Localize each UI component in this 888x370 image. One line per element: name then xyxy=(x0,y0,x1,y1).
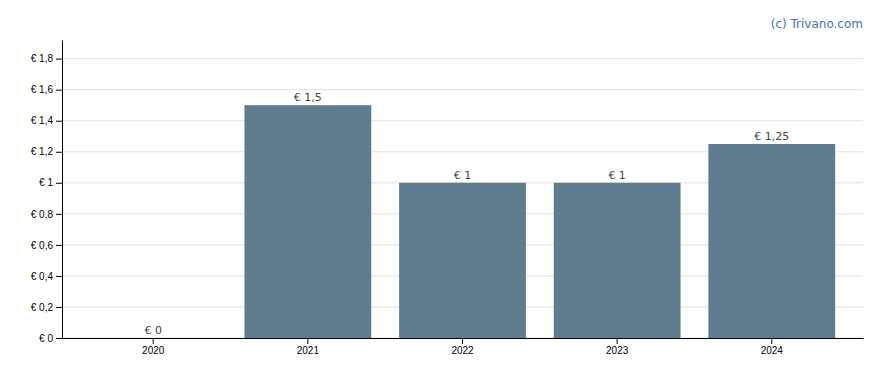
tick: € 0,8 xyxy=(31,209,62,220)
tick-mark xyxy=(307,338,308,344)
tick: € 1 xyxy=(39,177,62,188)
tick-label: € 1,8 xyxy=(31,53,54,64)
tick: 2023 xyxy=(606,338,629,356)
tick-label: € 0,4 xyxy=(31,271,54,282)
tick-mark xyxy=(56,121,62,122)
tick-mark xyxy=(56,307,62,308)
data-label: € 0 xyxy=(144,324,162,337)
tick-label: 2023 xyxy=(606,345,629,356)
tick-mark xyxy=(56,183,62,184)
tick-label: 2020 xyxy=(142,345,165,356)
tick-label: € 0,2 xyxy=(31,302,54,313)
chart: € 0 € 0,2 € 0,4 € 0,6 € 0,8 € 1 € 1,2 € 1,4 € 1,… xyxy=(0,0,888,370)
tick-label: € 1,4 xyxy=(31,115,54,126)
tick: € 1,4 xyxy=(31,115,62,126)
grid xyxy=(62,59,863,338)
grid-line xyxy=(62,120,863,121)
data-label: € 1,25 xyxy=(754,130,789,143)
bar xyxy=(90,338,217,339)
tick-label: € 0,8 xyxy=(31,209,54,220)
tick-mark xyxy=(56,276,62,277)
tick: € 0,6 xyxy=(31,240,62,251)
bar xyxy=(244,105,371,338)
tick-label: € 0 xyxy=(39,333,53,344)
tick: € 1,2 xyxy=(31,146,62,157)
y-axis: € 0 € 0,2 € 0,4 € 0,6 € 0,8 € 1 € 1,2 € 1,4 € 1,… xyxy=(31,41,63,344)
tick-label: € 1,6 xyxy=(31,84,54,95)
tick-mark xyxy=(771,338,772,344)
tick-mark xyxy=(56,152,62,153)
tick: € 0 xyxy=(39,333,62,344)
data-labels: € 0 € 1,5 € 1 € 1 € 1,25 xyxy=(144,91,789,337)
bar xyxy=(554,183,681,338)
tick: € 0,4 xyxy=(31,271,62,282)
tick: 2022 xyxy=(451,338,474,356)
data-label: € 1 xyxy=(608,169,626,182)
grid-line xyxy=(62,58,863,59)
tick: 2021 xyxy=(297,338,320,356)
tick-mark xyxy=(56,338,62,339)
tick-label: 2022 xyxy=(451,345,474,356)
axis-line xyxy=(62,41,63,339)
bar xyxy=(708,144,835,338)
tick-mark xyxy=(617,338,618,344)
grid-line xyxy=(62,89,863,90)
tick-mark xyxy=(56,59,62,60)
tick: € 1,8 xyxy=(31,53,62,64)
data-label: € 1,5 xyxy=(294,91,322,104)
tick: € 0,2 xyxy=(31,302,62,313)
x-axis: 2020 2021 2022 2023 2024 xyxy=(63,338,864,356)
tick-label: € 1,2 xyxy=(31,146,54,157)
tick-mark xyxy=(462,338,463,344)
tick: 2024 xyxy=(761,338,784,356)
tick-label: € 1 xyxy=(39,177,53,188)
tick-mark xyxy=(56,245,62,246)
tick-mark xyxy=(153,338,154,344)
bars xyxy=(244,105,835,338)
bar xyxy=(399,183,526,338)
data-label: € 1 xyxy=(454,169,472,182)
tick-mark xyxy=(56,214,62,215)
plot: € 0 € 0,2 € 0,4 € 0,6 € 0,8 € 1 € 1,2 € 1,4 € 1,… xyxy=(31,41,864,357)
tick-label: € 0,6 xyxy=(31,240,54,251)
tick-mark xyxy=(56,90,62,91)
tick: € 1,6 xyxy=(31,84,62,95)
tick-label: 2024 xyxy=(761,345,784,356)
annotation: (c) Trivano.com xyxy=(771,17,863,31)
tick-label: 2021 xyxy=(297,345,320,356)
tick: 2020 xyxy=(142,338,165,356)
